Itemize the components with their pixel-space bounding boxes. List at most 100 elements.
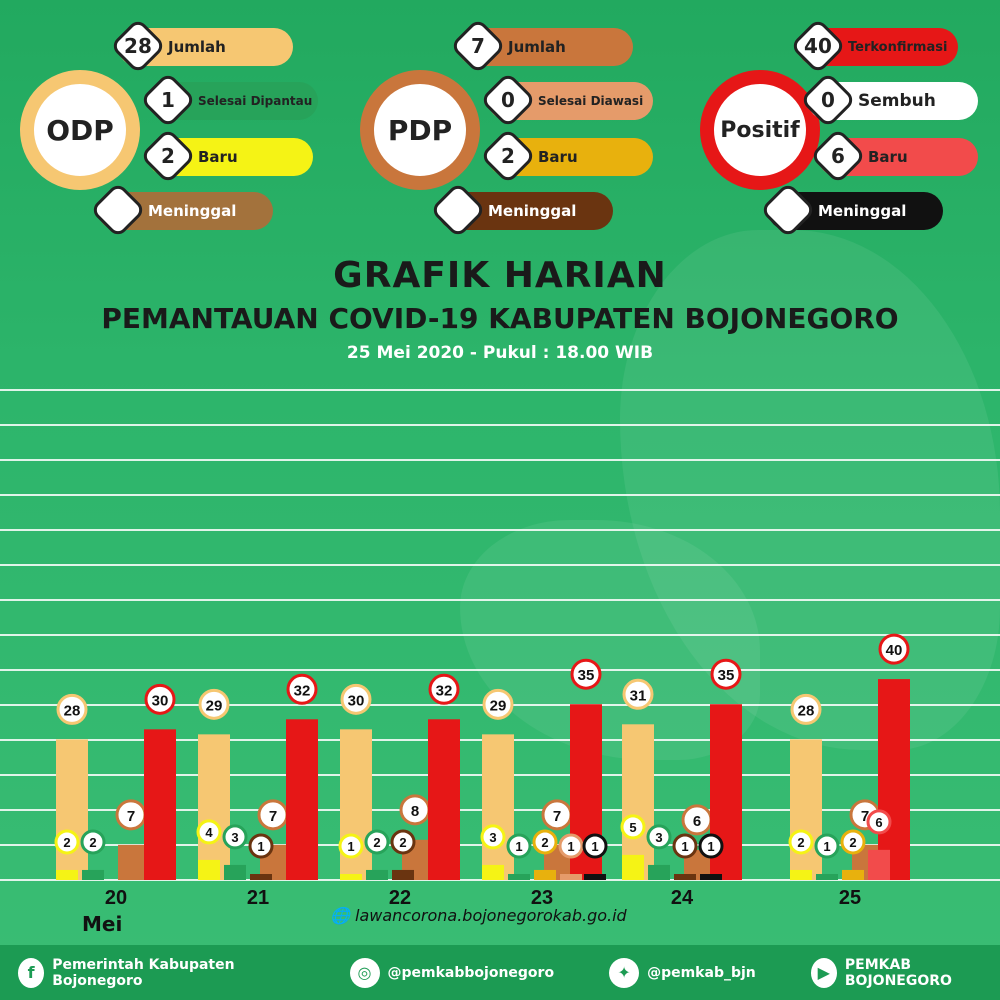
bar: [790, 869, 812, 880]
pdp-meninggal: 0 Meninggal: [429, 181, 613, 239]
bar-value-label: 3: [655, 830, 662, 845]
x-tick-label: 22: [389, 887, 411, 909]
pdp-jumlah: 7 Jumlah: [449, 17, 633, 75]
facebook-link[interactable]: f Pemerintah Kabupaten Bojonegoro: [18, 957, 295, 989]
bar-value-bubble: [790, 693, 822, 725]
odp-meninggal: 0 Meninggal: [89, 181, 273, 239]
bar: [224, 864, 246, 880]
youtube-icon: ▶: [810, 957, 837, 988]
bar-value-bubble: [144, 683, 176, 715]
positif-meninggal: 0 Meninggal: [759, 181, 943, 239]
bar-value-label: 6: [875, 815, 882, 830]
x-tick-label: 21: [247, 887, 269, 909]
bar-value-bubble: [480, 824, 506, 850]
bar: [508, 874, 530, 880]
pdp-baru: 2 Baru: [479, 127, 653, 185]
bar-value-label: 7: [127, 808, 135, 825]
bar-value-bubble: [364, 829, 390, 855]
bar: [482, 864, 504, 880]
bar-value-label: 6: [693, 813, 701, 830]
bar-value-bubble: [338, 833, 364, 859]
bar-value-label: 2: [541, 835, 548, 850]
positif-baru: 6 Baru: [809, 127, 978, 185]
odp-label: ODP: [46, 113, 114, 147]
bar: [878, 679, 910, 880]
bar-value-bubble: [582, 833, 608, 859]
bar-value-label: 7: [269, 808, 277, 825]
chart-date: 25 Mei 2020 - Pukul : 18.00 WIB: [346, 343, 654, 363]
bar: [286, 719, 318, 880]
bar-value-label: 2: [797, 835, 804, 850]
bar: [648, 864, 670, 880]
bar-value-label: 8: [411, 803, 419, 820]
bar-value-bubble: [286, 673, 318, 705]
bar-value-label: 2: [63, 835, 70, 850]
bar-value-bubble: [622, 678, 654, 710]
pdp-selesai: 0 Selesai Diawasi: [479, 71, 653, 129]
bar-value-bubble: [340, 683, 372, 715]
pdp-panel: PDP 7 Jumlah 0 Selesai Diawasi 2 Baru 0 Meni…: [350, 17, 670, 250]
bar-value-label: 2: [89, 835, 96, 850]
bar: [366, 869, 388, 880]
bar-value-label: 1: [567, 839, 574, 854]
bar-value-label: 3: [231, 830, 238, 845]
bar-value-label: 29: [490, 697, 507, 714]
bar-value-label: 40: [886, 642, 903, 659]
bar-value-bubble: [814, 833, 840, 859]
bar: [622, 724, 654, 880]
bar-value-bubble: [620, 814, 646, 840]
bar-value-label: 1: [347, 839, 354, 854]
bar: [56, 739, 88, 880]
bar: [584, 874, 606, 880]
twitter-link[interactable]: ✦ @pemkab_bjn: [609, 957, 756, 988]
bar: [392, 869, 414, 880]
youtube-link[interactable]: ▶ PEMKAB BOJONEGORO: [810, 957, 1000, 989]
bar: [82, 869, 104, 880]
positif-sembuh: 0 Sembuh: [799, 71, 978, 129]
bar-value-bubble: [840, 829, 866, 855]
odp-jumlah: 28 Jumlah: [109, 17, 293, 75]
x-tick-label: 20: [105, 887, 127, 909]
bar-value-bubble: [222, 824, 248, 850]
bar-value-bubble: [198, 688, 230, 720]
bar-value-bubble: [558, 833, 584, 859]
bar: [790, 739, 822, 880]
bar-value-bubble: [428, 673, 460, 705]
bar-value-label: 32: [436, 682, 453, 699]
bar-value-label: 3: [489, 830, 496, 845]
bar-value-label: 2: [849, 835, 856, 850]
bar: [144, 729, 176, 880]
website-link[interactable]: 🌐 lawancorona.bojonegorokab.go.id: [330, 906, 627, 925]
bar: [198, 734, 230, 880]
bar: [250, 874, 272, 880]
bar-value-bubble: [196, 819, 222, 845]
bar-value-bubble: [672, 833, 698, 859]
bar-value-label: 1: [591, 839, 598, 854]
bar-value-bubble: [54, 829, 80, 855]
chart-title: GRAFIK HARIAN: [333, 255, 667, 296]
bar-value-bubble: [506, 833, 532, 859]
bar-value-label: 4: [205, 825, 213, 840]
bar-value-label: 2: [399, 835, 406, 850]
bar-value-label: 1: [515, 839, 522, 854]
instagram-link[interactable]: ◎ @pemkabbojonegoro: [349, 957, 554, 988]
bar: [674, 874, 696, 880]
positif-label: Positif: [720, 117, 800, 143]
bar-value-label: 30: [348, 692, 365, 709]
bar: [700, 874, 722, 880]
bar-value-label: 1: [707, 839, 714, 854]
bar-value-label: 5: [629, 820, 636, 835]
bar: [56, 869, 78, 880]
bar: [816, 874, 838, 880]
bar-value-label: 2: [373, 835, 380, 850]
bar-value-label: 35: [578, 667, 595, 684]
positif-terkonfirmasi: 40 Terkonfirmasi: [789, 17, 958, 75]
bar: [428, 719, 460, 880]
bar: [842, 869, 864, 880]
bar: [482, 734, 514, 880]
x-tick-label: 25: [839, 887, 861, 909]
bar-value-bubble: [878, 633, 910, 665]
bar-value-bubble: [80, 829, 106, 855]
